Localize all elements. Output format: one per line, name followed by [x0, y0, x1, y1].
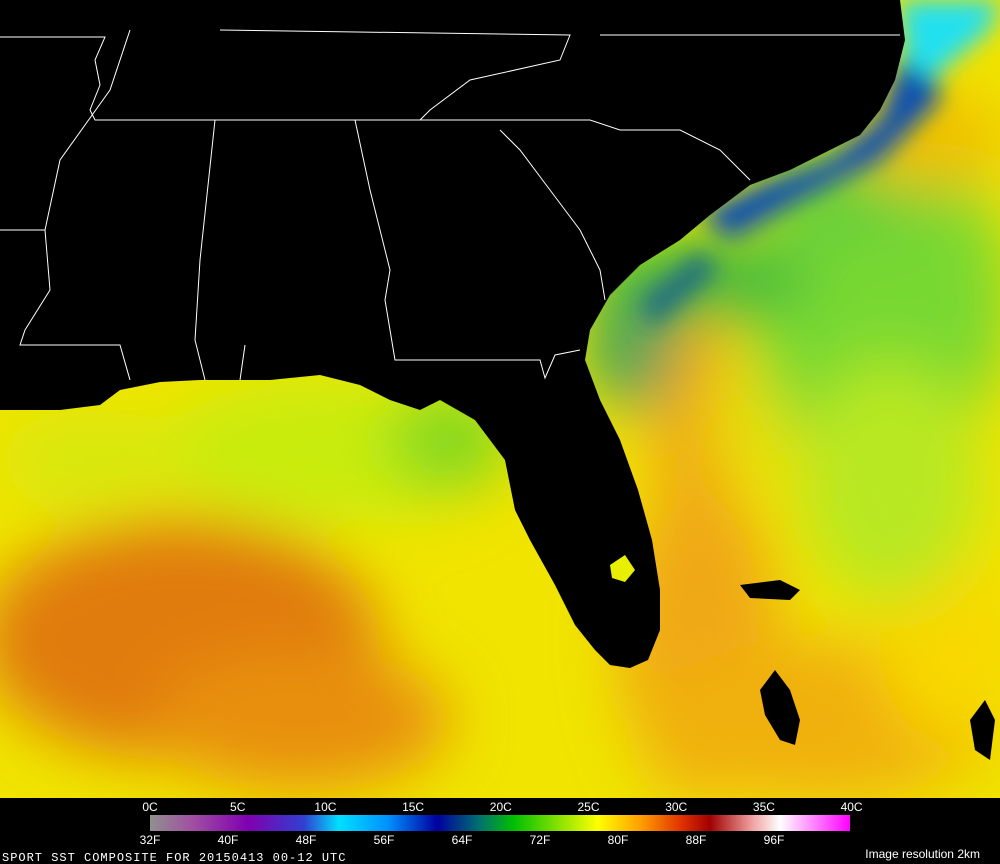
celsius-label: 10C — [314, 800, 336, 814]
color-bar — [150, 815, 850, 831]
resolution-note: Image resolution 2km — [865, 847, 980, 861]
celsius-label: 0C — [142, 800, 158, 814]
celsius-label: 15C — [402, 800, 424, 814]
fahrenheit-label: 48F — [296, 833, 317, 847]
fahrenheit-label: 32F — [140, 833, 161, 847]
fahrenheit-label: 64F — [452, 833, 473, 847]
celsius-label: 5C — [230, 800, 246, 814]
legend: 0C 5C 10C 15C 20C 25C 30C 35C 40C 32F 40F 48F 56F 64… — [140, 800, 863, 847]
fahrenheit-label: 56F — [374, 833, 395, 847]
land — [0, 0, 995, 760]
celsius-label: 30C — [665, 800, 687, 814]
fahrenheit-label: 80F — [608, 833, 629, 847]
celsius-label: 20C — [490, 800, 512, 814]
celsius-label: 35C — [753, 800, 775, 814]
fahrenheit-label: 88F — [686, 833, 707, 847]
celsius-label: 40C — [841, 800, 863, 814]
celsius-label: 25C — [577, 800, 599, 814]
state-boundaries — [0, 29, 900, 381]
caption: SPORT SST COMPOSITE FOR 20150413 00-12 U… — [2, 851, 346, 864]
fahrenheit-label: 72F — [530, 833, 551, 847]
fahrenheit-label: 96F — [764, 833, 785, 847]
fahrenheit-label: 40F — [218, 833, 239, 847]
